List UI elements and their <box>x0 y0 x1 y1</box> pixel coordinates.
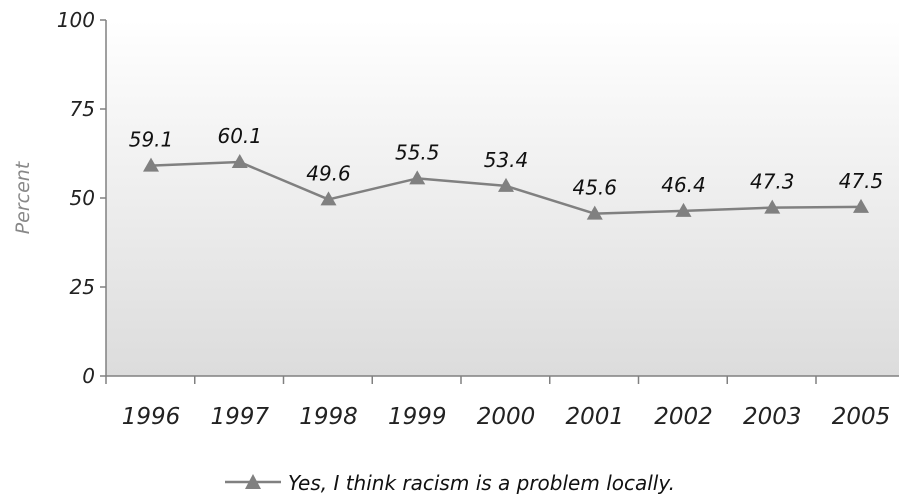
x-tick-label: 2005 <box>832 404 891 430</box>
x-tick-label: 2002 <box>654 404 713 430</box>
data-label: 53.4 <box>484 148 529 172</box>
x-tick-label: 1999 <box>388 404 447 430</box>
x-tick-label: 2003 <box>743 404 802 430</box>
x-tick-label: 2000 <box>477 404 536 430</box>
data-point-marker <box>764 199 781 214</box>
data-label: 46.4 <box>661 173 706 197</box>
data-label: 59.1 <box>129 128 174 152</box>
data-point-marker <box>498 177 514 192</box>
x-tick-label: 1997 <box>210 404 269 430</box>
data-point-marker <box>675 202 692 217</box>
data-label: 49.6 <box>306 161 351 185</box>
data-point-marker <box>853 198 869 213</box>
data-point-marker <box>320 191 337 206</box>
data-label: 60.1 <box>217 124 262 148</box>
y-tick-label: 75 <box>70 97 95 121</box>
x-tick-label: 1996 <box>122 404 181 430</box>
legend: Yes, I think racism is a problem locally… <box>225 471 675 495</box>
data-point-marker <box>409 170 426 185</box>
x-tick-label: 1998 <box>299 404 358 430</box>
data-label: 45.6 <box>572 176 617 200</box>
legend-label: Yes, I think racism is a problem locally… <box>288 471 675 495</box>
data-label: 55.5 <box>395 140 440 164</box>
plot-area <box>106 20 899 376</box>
y-axis-title: Percent <box>12 160 34 234</box>
y-tick-label: 100 <box>57 8 95 32</box>
data-point-marker <box>143 157 159 172</box>
legend-triangle-marker <box>245 474 261 489</box>
data-label: 47.5 <box>839 169 884 193</box>
data-label: 47.3 <box>750 170 795 194</box>
y-tick-label: 50 <box>70 186 95 210</box>
x-tick-label: 2001 <box>565 404 624 430</box>
y-tick-label: 0 <box>82 364 95 388</box>
data-point-marker <box>231 154 248 169</box>
y-tick-label: 25 <box>70 275 95 299</box>
data-point-marker <box>586 205 603 220</box>
